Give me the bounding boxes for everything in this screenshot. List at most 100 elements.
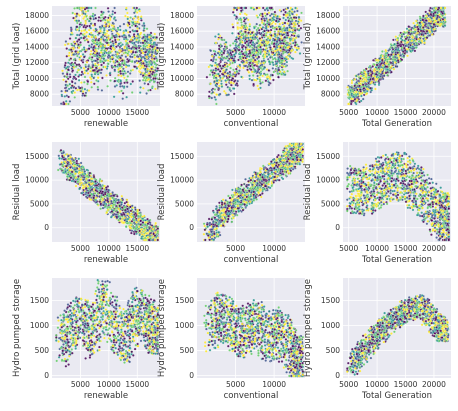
scatter-point <box>413 49 417 53</box>
scatter-point <box>92 64 95 67</box>
scatter-point <box>122 33 126 37</box>
scatter-point <box>106 7 110 10</box>
scatter-point <box>389 66 392 69</box>
scatter-point <box>87 34 90 38</box>
scatter-point <box>396 59 400 62</box>
scatter-point <box>241 46 244 49</box>
scatter-point <box>100 89 104 92</box>
scatter-point <box>79 43 83 47</box>
x-axis-label: renewable <box>84 119 128 129</box>
scatter-point <box>251 41 255 45</box>
scatter-point <box>143 24 146 28</box>
scatter-point <box>218 64 222 68</box>
x-tick-label: 20000 <box>422 108 446 117</box>
x-tick-label: 15000 <box>125 244 149 253</box>
scatter-point <box>88 76 92 79</box>
scatter-point <box>277 45 281 48</box>
scatter-point <box>142 76 146 80</box>
scatter-point <box>369 86 372 90</box>
scatter-point <box>406 54 409 58</box>
scatter-point <box>231 61 234 65</box>
scatter-point <box>255 63 259 66</box>
scatter-point <box>413 28 417 32</box>
x-tick-label: 10000 <box>365 108 389 117</box>
scatter-point <box>294 23 298 26</box>
scatter-point <box>353 78 357 81</box>
scatter-point <box>77 63 81 66</box>
scatter-point <box>351 99 355 103</box>
scatter-point <box>142 29 146 32</box>
scatter-point <box>141 37 144 40</box>
scatter-point <box>74 50 77 53</box>
scatter-point <box>119 28 122 32</box>
scatter-point <box>391 58 394 61</box>
scatter-point <box>261 26 265 29</box>
scatter-point <box>288 26 292 29</box>
scatter-point <box>235 8 239 12</box>
scatter-point <box>401 50 405 54</box>
scatter-point <box>233 39 237 43</box>
scatter-point <box>378 57 381 60</box>
scatter-point <box>75 33 79 37</box>
scatter-point <box>390 46 394 50</box>
scatter-point <box>63 64 67 67</box>
scatter-point <box>116 56 119 59</box>
scatter-point <box>251 36 254 40</box>
scatter-point <box>253 78 257 82</box>
scatter-point <box>90 45 93 49</box>
scatter-point <box>112 60 115 63</box>
scatter-point <box>218 92 222 96</box>
scatter-point <box>214 58 218 62</box>
scatter-point <box>264 73 267 77</box>
scatter-point <box>94 66 98 70</box>
scatter-point <box>65 72 69 76</box>
scatter-point <box>68 51 71 55</box>
scatter-point <box>387 49 390 52</box>
scatter-point <box>85 60 89 64</box>
scatter-point <box>282 65 286 69</box>
scatter-point <box>112 48 116 51</box>
y-tick-label: 18000 <box>170 11 194 20</box>
scatter-point <box>242 56 245 60</box>
scatter-point <box>384 71 388 75</box>
scatter-point <box>114 38 117 42</box>
scatter-point <box>150 65 154 69</box>
scatter-point <box>83 32 87 36</box>
scatter-point <box>63 43 67 47</box>
scatter-point <box>62 78 65 82</box>
scatter-point <box>236 25 240 29</box>
scatter-point <box>236 21 239 25</box>
scatter-point <box>419 16 422 20</box>
scatter-point <box>267 60 271 64</box>
scatter-point <box>260 41 264 44</box>
scatter-point <box>407 43 411 46</box>
scatter-point <box>274 22 277 26</box>
scatter-point <box>261 6 265 10</box>
scatter-point <box>281 42 285 45</box>
scatter-point <box>222 47 226 51</box>
scatter-point <box>267 83 271 87</box>
scatter-point <box>109 79 112 82</box>
scatter-point <box>262 59 266 63</box>
scatter-point <box>391 55 395 59</box>
scatter-point <box>259 31 263 35</box>
scatter-point <box>428 34 432 37</box>
scatter-point <box>294 19 298 23</box>
scatter-point <box>81 90 85 93</box>
scatter-point <box>242 66 245 70</box>
scatter-point <box>80 70 84 74</box>
scatter-point <box>266 9 270 12</box>
scatter-point <box>130 47 133 51</box>
scatter-point <box>403 46 406 50</box>
scatter-point <box>247 31 250 35</box>
scatter-point <box>79 66 83 70</box>
scatter-point <box>142 47 145 51</box>
scatter-point <box>83 75 87 79</box>
scatter-point <box>391 51 394 55</box>
scatter-point <box>256 57 259 60</box>
scatter-point <box>79 54 83 58</box>
scatter-point <box>102 61 106 65</box>
scatter-point <box>246 18 250 22</box>
scatter-point <box>277 59 281 63</box>
scatter-point <box>76 88 79 92</box>
